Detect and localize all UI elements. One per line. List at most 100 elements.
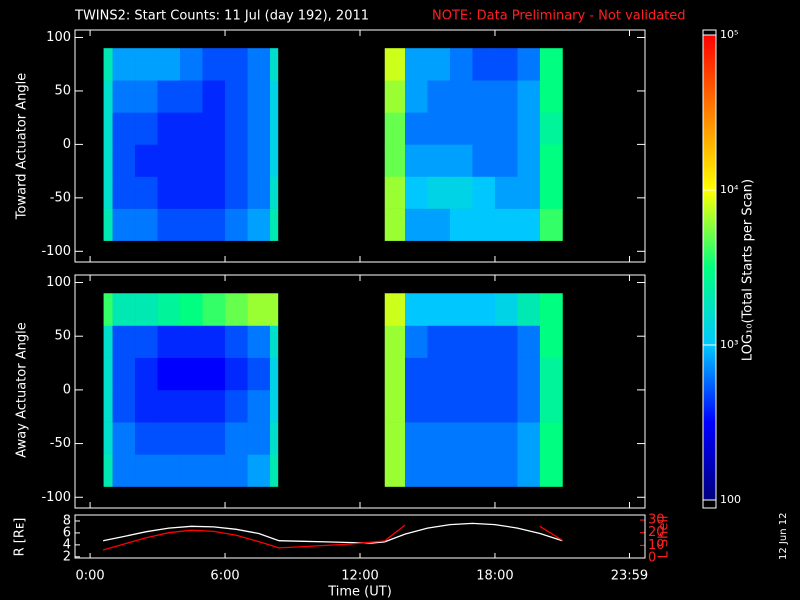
heat-cell xyxy=(517,80,541,113)
heat-cell xyxy=(270,112,279,145)
heat-cell xyxy=(112,454,136,487)
heat-cell xyxy=(180,422,203,455)
heat-cell xyxy=(449,389,473,423)
heat-cell xyxy=(135,144,158,177)
heat-cell xyxy=(157,293,181,326)
heat-cell xyxy=(135,389,158,423)
heat-cell xyxy=(202,176,226,209)
heat-cell xyxy=(112,176,136,209)
heat-cell xyxy=(112,389,136,423)
heat-cell xyxy=(157,389,181,423)
heat-cell xyxy=(202,389,226,423)
heat-cell xyxy=(427,144,451,177)
heat-cell xyxy=(427,422,451,455)
y-tick-label: -100 xyxy=(41,490,71,505)
heat-cell xyxy=(202,208,226,241)
heat-cell xyxy=(157,176,181,209)
heat-cell xyxy=(472,422,496,455)
heat-cell xyxy=(472,293,496,326)
heat-cell xyxy=(225,144,248,177)
heat-cell xyxy=(180,144,203,177)
heat-cell xyxy=(449,454,473,487)
heat-cell xyxy=(539,80,563,113)
heat-cell xyxy=(472,208,496,241)
heat-cell xyxy=(157,112,181,145)
heat-cell xyxy=(472,112,496,145)
heat-cell xyxy=(135,454,158,487)
heat-cell xyxy=(270,325,279,358)
heat-cell xyxy=(539,144,563,177)
heat-cell xyxy=(202,80,226,113)
heat-cell xyxy=(517,176,541,209)
heat-cell xyxy=(202,422,226,455)
heat-cell xyxy=(225,112,248,145)
colorbar-tick-label: 10³ xyxy=(720,338,738,351)
plot-frame xyxy=(74,274,646,509)
heat-cell xyxy=(135,176,158,209)
heat-cell xyxy=(157,325,181,358)
heat-cell xyxy=(494,293,518,326)
heat-cell xyxy=(103,325,113,358)
heat-cell xyxy=(404,80,428,113)
heat-cell xyxy=(494,357,518,391)
heat-cell xyxy=(247,208,271,241)
heat-cell xyxy=(517,422,541,455)
y-axis-label: Away Actuator Angle xyxy=(15,322,30,457)
y-tick-label: 4 xyxy=(63,537,71,552)
heat-cell xyxy=(270,80,279,113)
heat-cell xyxy=(157,80,181,113)
heat-cell xyxy=(472,176,496,209)
x-tick-label: 23:59 xyxy=(611,569,648,584)
heat-cell xyxy=(157,208,181,241)
heat-cell xyxy=(135,325,158,358)
heat-cell xyxy=(472,80,496,113)
y-tick-label: 50 xyxy=(54,83,71,98)
heat-cell xyxy=(494,325,518,358)
heat-cell xyxy=(247,422,271,455)
heat-cell xyxy=(135,293,158,326)
heat-cell xyxy=(157,422,181,455)
heat-cell xyxy=(180,293,203,326)
heat-cell xyxy=(404,325,428,358)
y-tick-label: -50 xyxy=(50,190,71,205)
heat-cell xyxy=(427,208,451,241)
y-axis-label: R [Rᴇ] xyxy=(13,518,28,557)
heat-cell xyxy=(494,454,518,487)
heat-cell xyxy=(449,208,473,241)
heat-cell xyxy=(103,357,113,391)
heat-cell xyxy=(539,357,563,391)
heat-cell xyxy=(180,80,203,113)
heat-cell xyxy=(384,325,406,358)
heat-cell xyxy=(517,454,541,487)
y-tick-label: -50 xyxy=(50,436,71,451)
heat-cell xyxy=(225,454,248,487)
heat-cell xyxy=(247,80,271,113)
heat-cell xyxy=(449,80,473,113)
heat-cell xyxy=(384,176,406,209)
heat-cell xyxy=(112,112,136,145)
heat-cell xyxy=(112,357,136,391)
heat-cell xyxy=(404,454,428,487)
y-tick-label: 50 xyxy=(54,329,71,344)
heat-cell xyxy=(494,48,518,81)
heat-cell xyxy=(157,357,181,391)
heat-cell xyxy=(270,454,279,487)
note: NOTE: Data Preliminary - Not validated xyxy=(432,9,686,24)
heat-cell xyxy=(157,48,181,81)
heat-cell xyxy=(180,389,203,423)
heat-cell xyxy=(270,293,279,326)
colorbar-tick-label: 10⁵ xyxy=(720,28,738,41)
heat-cell xyxy=(449,144,473,177)
x-tick-label: 18:00 xyxy=(476,569,513,584)
heat-cell xyxy=(472,389,496,423)
heat-cell xyxy=(103,293,113,326)
heat-cell xyxy=(135,422,158,455)
heat-cell xyxy=(384,208,406,241)
heat-cell xyxy=(539,422,563,455)
heat-cell xyxy=(539,176,563,209)
heat-cell xyxy=(135,80,158,113)
plot-frame xyxy=(74,514,646,559)
heat-cell xyxy=(157,144,181,177)
heat-cell xyxy=(539,48,563,81)
heat-cell xyxy=(539,208,563,241)
